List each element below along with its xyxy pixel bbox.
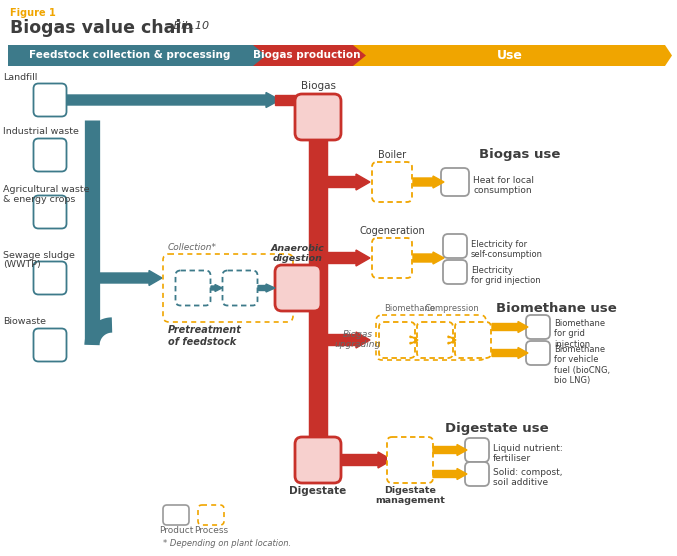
- FancyBboxPatch shape: [33, 261, 66, 295]
- FancyBboxPatch shape: [198, 505, 224, 525]
- FancyBboxPatch shape: [33, 329, 66, 361]
- Text: Feedstock collection & processing: Feedstock collection & processing: [29, 51, 231, 61]
- Text: Process: Process: [194, 526, 228, 535]
- FancyBboxPatch shape: [33, 83, 66, 117]
- FancyBboxPatch shape: [387, 437, 433, 483]
- Polygon shape: [318, 250, 370, 266]
- Text: Product: Product: [159, 526, 193, 535]
- Text: Biogas use: Biogas use: [479, 148, 561, 161]
- FancyBboxPatch shape: [163, 505, 189, 525]
- Text: Biomethane
for vehicle
fuel (bioCNG,
bio LNG): Biomethane for vehicle fuel (bioCNG, bio…: [554, 345, 610, 385]
- Text: * Depending on plant location.: * Depending on plant location.: [163, 539, 291, 548]
- Text: Digestate: Digestate: [289, 486, 347, 496]
- FancyBboxPatch shape: [376, 315, 486, 360]
- Polygon shape: [433, 444, 467, 455]
- Text: Figure 1: Figure 1: [10, 8, 56, 18]
- FancyBboxPatch shape: [33, 138, 66, 171]
- Text: (WWTP): (WWTP): [3, 261, 41, 270]
- Text: Biomethane use: Biomethane use: [496, 302, 616, 315]
- FancyBboxPatch shape: [295, 437, 341, 483]
- Polygon shape: [492, 321, 528, 332]
- Polygon shape: [318, 174, 370, 190]
- FancyBboxPatch shape: [175, 271, 211, 305]
- Polygon shape: [410, 336, 418, 344]
- FancyBboxPatch shape: [526, 315, 550, 339]
- FancyBboxPatch shape: [275, 265, 321, 311]
- Polygon shape: [318, 332, 370, 348]
- Text: Digestate use: Digestate use: [445, 422, 549, 435]
- Polygon shape: [433, 469, 467, 479]
- FancyBboxPatch shape: [526, 341, 550, 365]
- Polygon shape: [92, 271, 162, 285]
- Text: Cogeneration: Cogeneration: [359, 226, 425, 236]
- Text: Solid: compost,
soil additive: Solid: compost, soil additive: [493, 468, 563, 488]
- Polygon shape: [211, 285, 222, 291]
- FancyBboxPatch shape: [417, 322, 453, 358]
- Text: Biogas value chain: Biogas value chain: [10, 19, 194, 37]
- Polygon shape: [67, 92, 280, 107]
- Polygon shape: [253, 45, 368, 66]
- Polygon shape: [258, 284, 275, 292]
- FancyBboxPatch shape: [379, 322, 415, 358]
- Polygon shape: [8, 45, 268, 66]
- Text: Electricity for
self-consumption: Electricity for self-consumption: [471, 240, 543, 260]
- Text: Liquid nutrient:
fertiliser: Liquid nutrient: fertiliser: [493, 444, 563, 463]
- Text: Electricity
for grid injection: Electricity for grid injection: [471, 266, 541, 285]
- Polygon shape: [353, 45, 672, 66]
- Polygon shape: [492, 348, 528, 359]
- Polygon shape: [275, 92, 318, 107]
- Polygon shape: [341, 452, 392, 468]
- Text: Use: Use: [497, 49, 523, 62]
- FancyBboxPatch shape: [441, 168, 469, 196]
- Text: Biomethane: Biomethane: [385, 304, 435, 313]
- FancyBboxPatch shape: [443, 260, 467, 284]
- Text: Digestate
management: Digestate management: [375, 486, 445, 505]
- Text: Collection*: Collection*: [168, 243, 217, 252]
- FancyBboxPatch shape: [372, 238, 412, 278]
- FancyBboxPatch shape: [163, 254, 293, 322]
- FancyBboxPatch shape: [372, 162, 412, 202]
- FancyBboxPatch shape: [33, 196, 66, 229]
- Text: & energy crops: & energy crops: [3, 195, 75, 203]
- Text: Compression: Compression: [424, 304, 479, 313]
- Text: Bib.10: Bib.10: [170, 21, 209, 31]
- Text: Heat for local
consumption: Heat for local consumption: [473, 176, 534, 195]
- Text: Anaerobic
digestion: Anaerobic digestion: [271, 244, 325, 263]
- Text: Landfill: Landfill: [3, 72, 37, 82]
- Polygon shape: [413, 176, 444, 188]
- FancyBboxPatch shape: [465, 438, 489, 462]
- Text: Industrial waste: Industrial waste: [3, 127, 79, 137]
- FancyBboxPatch shape: [295, 94, 341, 140]
- Text: Biogas production: Biogas production: [253, 51, 361, 61]
- Text: Boiler: Boiler: [378, 150, 406, 160]
- FancyBboxPatch shape: [223, 271, 257, 305]
- FancyBboxPatch shape: [443, 234, 467, 258]
- Text: Pretreatment
of feedstock: Pretreatment of feedstock: [168, 325, 242, 346]
- Text: Biogas: Biogas: [301, 81, 336, 91]
- Text: Sewage sludge: Sewage sludge: [3, 251, 75, 260]
- Text: Agricultural waste: Agricultural waste: [3, 185, 89, 193]
- Text: Biogas
upgrading: Biogas upgrading: [335, 330, 381, 349]
- FancyBboxPatch shape: [455, 322, 491, 358]
- Text: Biowaste: Biowaste: [3, 317, 46, 326]
- Polygon shape: [413, 252, 444, 264]
- Polygon shape: [448, 336, 456, 344]
- Text: Biomethane
for grid
injection: Biomethane for grid injection: [554, 319, 605, 349]
- FancyBboxPatch shape: [465, 462, 489, 486]
